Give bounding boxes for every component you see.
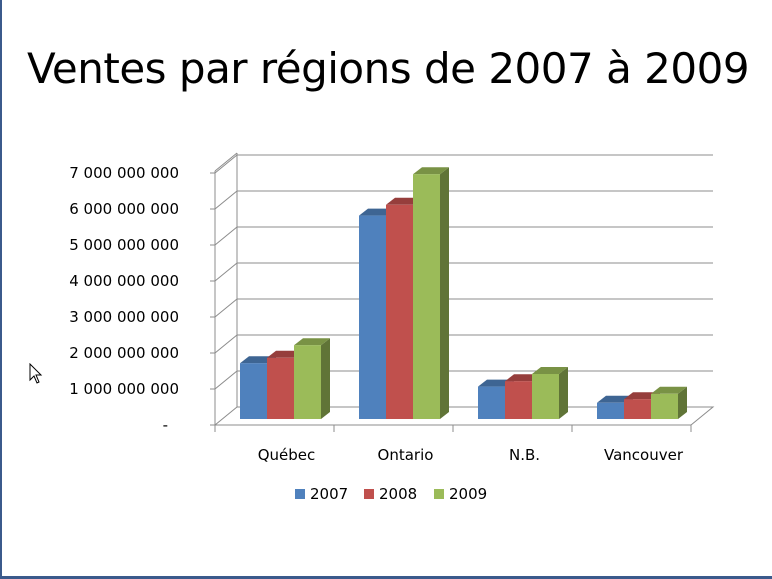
y-tick-label: 1 000 000 000 xyxy=(69,380,179,398)
y-tick-label: 4 000 000 000 xyxy=(69,272,179,290)
bar-side xyxy=(321,338,330,419)
x-tick-label: Ontario xyxy=(378,446,434,464)
legend-swatch-2007 xyxy=(295,489,305,499)
y-tick-label: 7 000 000 000 xyxy=(69,164,179,182)
gridline xyxy=(214,154,713,174)
y-axis-back xyxy=(214,152,238,172)
y-tick-label: 2 000 000 000 xyxy=(69,344,179,362)
legend-label-2008: 2008 xyxy=(379,485,417,503)
y-tick-label: 5 000 000 000 xyxy=(69,236,179,254)
bar-2009 xyxy=(294,345,321,419)
legend-label-2009: 2009 xyxy=(449,485,487,503)
mouse-pointer-icon xyxy=(29,363,43,384)
chart-floor xyxy=(214,406,715,426)
legend-swatch-2008 xyxy=(364,489,374,499)
bar-2009 xyxy=(413,174,440,419)
gridline xyxy=(214,190,713,210)
legend-label-2007: 2007 xyxy=(310,485,348,503)
bar-2008 xyxy=(267,357,294,419)
legend-swatch-2009 xyxy=(434,489,444,499)
gridline xyxy=(214,262,713,282)
bar-side xyxy=(559,367,568,419)
bar-2007 xyxy=(478,386,505,419)
x-tick-label: Vancouver xyxy=(604,446,684,464)
bar-top xyxy=(413,167,449,175)
bar-2008 xyxy=(624,399,651,419)
gridline xyxy=(214,298,713,318)
bar-2007 xyxy=(359,215,386,419)
bar-2009 xyxy=(532,374,559,419)
bar-2008 xyxy=(386,204,413,419)
chart-title: Ventes par régions de 2007 à 2009 xyxy=(26,44,750,93)
x-tick-label: N.B. xyxy=(509,446,540,464)
gridline xyxy=(214,226,713,246)
gridline xyxy=(214,334,713,354)
bar-top xyxy=(294,338,330,346)
bar-top xyxy=(651,386,687,394)
x-tick-label: Québec xyxy=(258,446,316,464)
bar-2007 xyxy=(240,363,267,419)
bar-2008 xyxy=(505,381,532,419)
bar-side xyxy=(678,386,687,419)
y-tick-label: 6 000 000 000 xyxy=(69,200,179,218)
bar-top xyxy=(532,367,568,374)
bar-2007 xyxy=(597,402,624,419)
bar-side xyxy=(440,167,449,419)
bar-2009 xyxy=(651,393,678,419)
y-tick-label: 3 000 000 000 xyxy=(69,308,179,326)
y-tick-label: - xyxy=(163,416,168,434)
